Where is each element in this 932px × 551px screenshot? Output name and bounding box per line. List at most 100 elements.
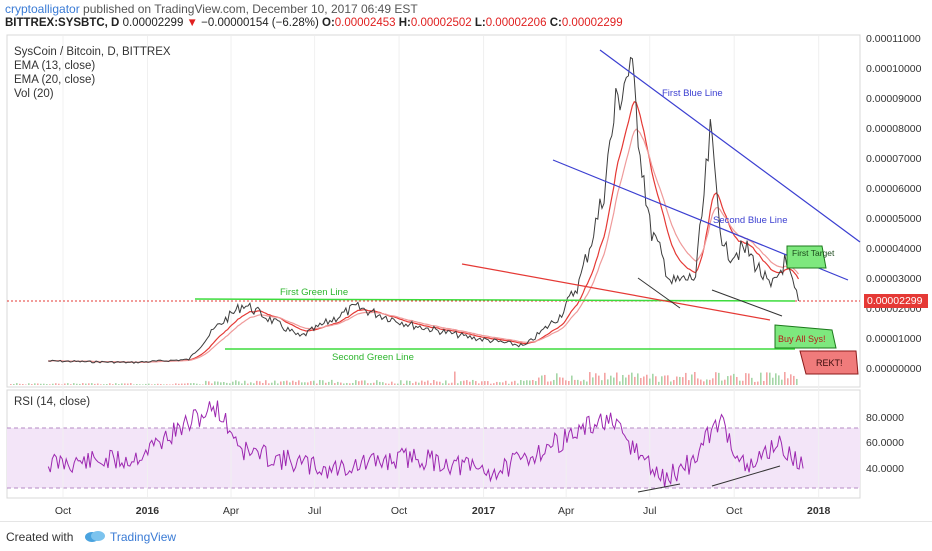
volume-bar — [286, 381, 288, 385]
volume-bar — [367, 383, 369, 385]
volume-bar — [733, 374, 735, 385]
volume-bar — [31, 384, 33, 385]
volume-bar — [193, 383, 195, 385]
volume-bar — [67, 383, 69, 385]
volume-bar — [472, 380, 474, 385]
volume-bar — [46, 384, 48, 385]
volume-bar — [766, 372, 768, 385]
volume-bar — [688, 380, 690, 385]
volume-bar — [748, 374, 750, 385]
volume-bar — [529, 380, 531, 385]
volume-bar — [415, 382, 417, 385]
volume-bar — [385, 383, 387, 385]
volume-bar — [601, 380, 603, 385]
volume-bar — [442, 383, 444, 385]
volume-bar — [451, 383, 453, 385]
volume-bar — [322, 380, 324, 385]
volume-bar — [280, 381, 282, 385]
volume-bar — [649, 379, 651, 385]
volume-bar — [412, 383, 414, 385]
volume-bar — [655, 376, 657, 385]
volume-bar — [436, 381, 438, 385]
volume-bar — [151, 384, 153, 385]
volume-bar — [352, 383, 354, 385]
volume-bar — [661, 376, 663, 385]
rekt-box[interactable]: REKT! — [800, 351, 858, 374]
volume-legend: Vol (20) — [14, 88, 54, 100]
volume-bar — [760, 373, 762, 385]
volume-bar — [118, 384, 120, 385]
volume-bar — [418, 383, 420, 385]
volume-bar — [340, 383, 342, 385]
volume-bar — [646, 375, 648, 385]
volume-bar — [265, 380, 267, 385]
volume-bar — [28, 383, 30, 385]
volume-bar — [631, 373, 633, 385]
volume-bar — [376, 380, 378, 385]
price-pane[interactable] — [7, 35, 860, 387]
volume-bar — [109, 383, 111, 385]
volume-bar — [103, 384, 105, 385]
volume-bar — [271, 383, 273, 385]
volume-bar — [568, 381, 570, 385]
volume-bar — [241, 383, 243, 385]
rekt-label: REKT! — [816, 358, 843, 368]
price-tick-label: 0.00007000 — [866, 153, 921, 165]
volume-bar — [238, 381, 240, 385]
volume-bar — [277, 383, 279, 385]
volume-bar — [373, 383, 375, 385]
volume-bar — [619, 381, 621, 385]
volume-bar — [691, 375, 693, 385]
time-tick-label: Apr — [223, 505, 239, 517]
volume-bar — [64, 384, 66, 385]
second-green-line-label: Second Green Line — [332, 352, 414, 363]
volume-bar — [196, 384, 198, 385]
time-tick-label: 2017 — [472, 505, 495, 517]
volume-bar — [460, 381, 462, 385]
volume-bar — [304, 382, 306, 385]
volume-bar — [202, 384, 204, 385]
time-tick-label: Jul — [643, 505, 656, 517]
volume-bar — [328, 382, 330, 385]
tradingview-link[interactable]: TradingView — [110, 530, 176, 544]
time-tick-label: 2018 — [807, 505, 830, 517]
volume-bar — [727, 376, 729, 385]
volume-bar — [616, 373, 618, 385]
volume-bar — [475, 381, 477, 385]
volume-bar — [343, 383, 345, 385]
volume-bar — [439, 382, 441, 385]
volume-bar — [703, 381, 705, 385]
volume-bar — [250, 382, 252, 385]
volume-bar — [433, 380, 435, 385]
volume-bar — [163, 384, 165, 385]
volume-bar — [718, 373, 720, 385]
volume-bar — [394, 384, 396, 385]
volume-bar — [313, 381, 315, 385]
volume-bar — [490, 384, 492, 385]
volume-bar — [160, 384, 162, 385]
volume-bar — [274, 381, 276, 385]
volume-bar — [355, 380, 357, 385]
volume-bar — [721, 381, 723, 385]
volume-bar — [742, 381, 744, 385]
volume-bar — [532, 380, 534, 385]
volume-bar — [361, 381, 363, 385]
volume-bar — [478, 383, 480, 385]
volume-bar — [463, 381, 465, 385]
volume-bar — [592, 377, 594, 385]
volume-bar — [640, 378, 642, 385]
volume-bar — [97, 383, 99, 385]
time-tick-label: Apr — [558, 505, 574, 517]
volume-bar — [94, 384, 96, 385]
volume-bar — [85, 384, 87, 385]
volume-bar — [184, 384, 186, 385]
price-tick-label: 0.00011000 — [866, 33, 921, 45]
second-blue-line-label: Second Blue Line — [713, 215, 787, 226]
volume-bar — [178, 384, 180, 385]
volume-bar — [409, 381, 411, 385]
volume-bar — [16, 383, 18, 385]
volume-bar — [82, 383, 84, 385]
volume-bar — [55, 383, 57, 385]
volume-bar — [388, 384, 390, 385]
